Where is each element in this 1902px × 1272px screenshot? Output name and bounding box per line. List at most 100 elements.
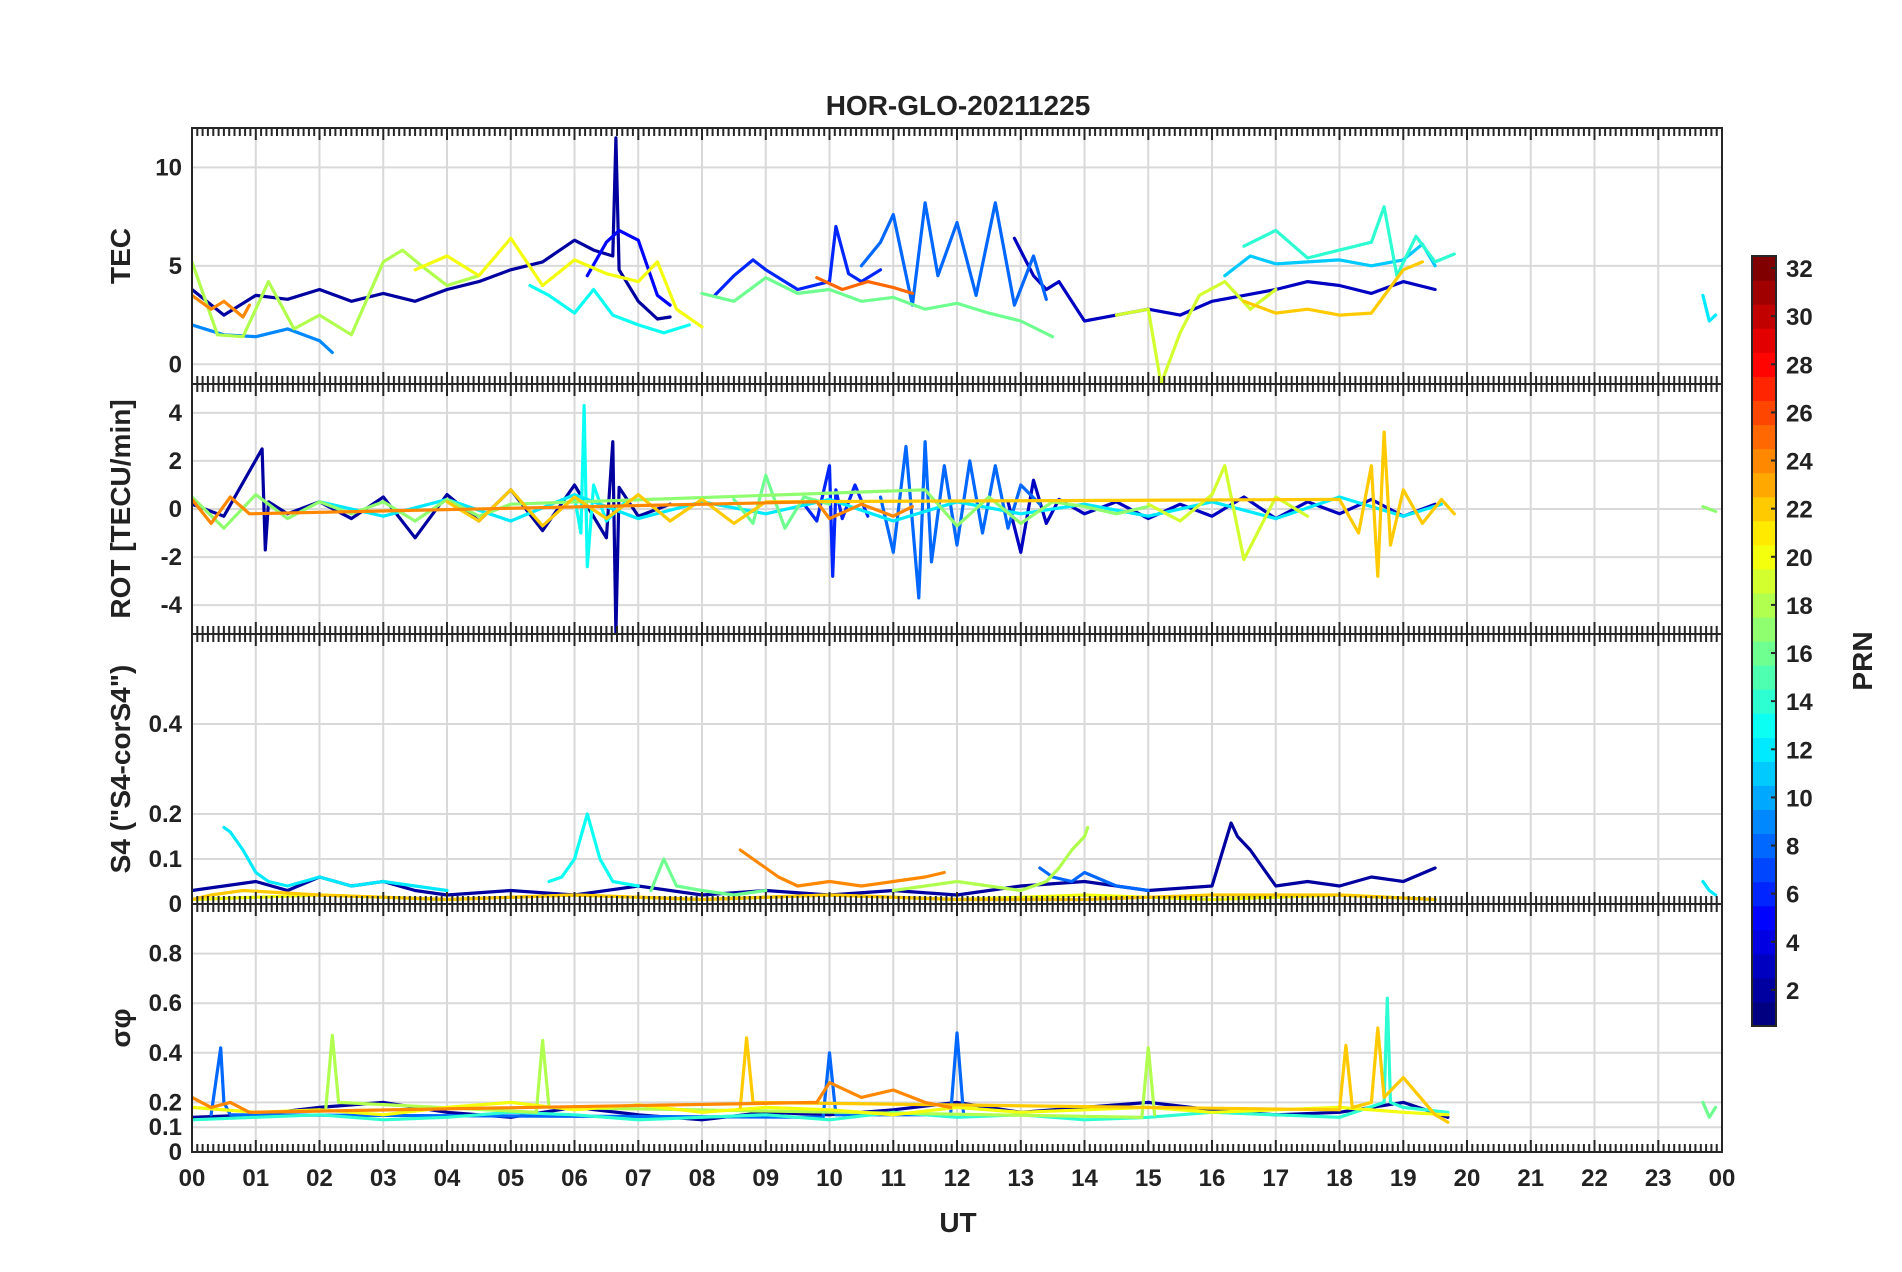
colorbar-swatch bbox=[1752, 616, 1776, 642]
x-tick-label: 06 bbox=[561, 1165, 588, 1192]
trace-prn-13 bbox=[572, 404, 628, 569]
trace-prn-16 bbox=[700, 276, 1055, 339]
trace-prn-19 bbox=[1146, 464, 1310, 562]
x-tick-label: 14 bbox=[1071, 1165, 1098, 1192]
y-tick-label: 10 bbox=[155, 154, 182, 181]
x-tick-label: 12 bbox=[944, 1165, 971, 1192]
x-tick-label: 16 bbox=[1199, 1165, 1226, 1192]
x-tick-label: 04 bbox=[434, 1165, 461, 1192]
colorbar-swatch bbox=[1752, 424, 1776, 450]
y-tick-label: 0 bbox=[169, 891, 182, 918]
trace-prn-6 bbox=[713, 224, 883, 297]
colorbar-tick-label: 22 bbox=[1786, 497, 1813, 524]
x-axis: 00 01 02 03 04 05 06 07 08 09 10 11 12 13 14 15 16 17 18 19… bbox=[179, 1165, 1736, 1192]
trace-prn-20 bbox=[192, 1100, 1450, 1117]
x-tick-label: 09 bbox=[752, 1165, 779, 1192]
x-tick-label: 21 bbox=[1517, 1165, 1544, 1192]
colorbar-swatch bbox=[1752, 520, 1776, 546]
colorbar-tick-label: 32 bbox=[1786, 256, 1813, 283]
x-tick-label: 08 bbox=[689, 1165, 716, 1192]
x-tick-label: 22 bbox=[1581, 1165, 1608, 1192]
trace-prn-11 bbox=[1223, 242, 1437, 278]
trace-prn-17 bbox=[1701, 505, 1718, 513]
colorbar-tick-label: 28 bbox=[1786, 352, 1813, 379]
y-tick-label: -4 bbox=[161, 592, 183, 619]
trace-prn-6 bbox=[802, 464, 870, 578]
y-tick-label: 4 bbox=[169, 400, 183, 427]
y-axis-label-tec: TEC bbox=[105, 228, 136, 284]
panel-rot: -4 -2 0 2 4 ROT [TECU/min] bbox=[105, 383, 1723, 635]
trace-prn-22 bbox=[1242, 260, 1425, 317]
colorbar-tick-label: 20 bbox=[1786, 545, 1813, 572]
y-tick-label: -2 bbox=[161, 544, 182, 571]
colorbar-label: PRN bbox=[1847, 631, 1878, 690]
colorbar-tick-label: 30 bbox=[1786, 304, 1813, 331]
x-tick-label: 02 bbox=[306, 1165, 333, 1192]
trace-prn-12 bbox=[1701, 293, 1718, 323]
x-tick-label: 18 bbox=[1326, 1165, 1353, 1192]
x-tick-label: 07 bbox=[625, 1165, 652, 1192]
trace-prn-24 bbox=[192, 495, 915, 526]
colorbar-tick-label: 12 bbox=[1786, 737, 1813, 764]
y-tick-label: 0.1 bbox=[149, 846, 182, 873]
y-tick-label: 0 bbox=[169, 1139, 182, 1166]
x-tick-label: 23 bbox=[1645, 1165, 1672, 1192]
x-tick-label: 01 bbox=[242, 1165, 269, 1192]
x-axis-label: UT bbox=[939, 1207, 976, 1238]
trace-prn-13 bbox=[547, 812, 640, 888]
minor-ticks bbox=[191, 634, 1723, 904]
panel-s4: 0 0.1 0.2 0.4 S4 ("S4-corS4") bbox=[105, 633, 1723, 918]
trace-prn-12 bbox=[222, 825, 449, 893]
colorbar-swatch bbox=[1752, 1001, 1776, 1027]
x-tick-label: 03 bbox=[370, 1165, 397, 1192]
trace-prn-22 bbox=[738, 1026, 1450, 1124]
y-axis-label-sigma: σφ bbox=[105, 1008, 136, 1047]
colorbar-swatch bbox=[1752, 809, 1776, 835]
trace-prn-2 bbox=[192, 136, 672, 321]
colorbar-swatch bbox=[1752, 328, 1776, 353]
colorbar-tick-label: 14 bbox=[1786, 689, 1813, 716]
x-tick-label: 19 bbox=[1390, 1165, 1417, 1192]
x-tick-label: 13 bbox=[1007, 1165, 1034, 1192]
panel-tec: 0 5 10 TEC bbox=[105, 127, 1723, 385]
y-tick-label: 0.4 bbox=[149, 1040, 183, 1067]
x-tick-label: 00 bbox=[179, 1165, 206, 1192]
colorbar-swatch bbox=[1752, 857, 1776, 883]
trace-prn-8 bbox=[878, 440, 1042, 600]
y-tick-label: 0.8 bbox=[149, 941, 182, 968]
trace-prn-19 bbox=[1114, 280, 1278, 384]
x-tick-label: 10 bbox=[816, 1165, 843, 1192]
y-tick-label: 0 bbox=[169, 351, 182, 378]
trace-prn-24 bbox=[192, 293, 251, 319]
x-tick-label: 15 bbox=[1135, 1165, 1162, 1192]
y-tick-label: 0.2 bbox=[149, 1089, 182, 1116]
colorbar-swatch bbox=[1752, 905, 1776, 931]
colorbar-swatch bbox=[1752, 713, 1776, 738]
colorbar-swatch bbox=[1752, 568, 1776, 594]
y-tick-label: 2 bbox=[169, 448, 182, 475]
x-tick-label: 20 bbox=[1454, 1165, 1481, 1192]
trace-prn-12 bbox=[317, 493, 1444, 523]
y-tick-label: 0 bbox=[169, 496, 182, 523]
colorbar-tick-label: 26 bbox=[1786, 400, 1813, 427]
trace-prn-25 bbox=[815, 276, 915, 295]
y-tick-label: 0.2 bbox=[149, 801, 182, 828]
trace-prn-20 bbox=[413, 236, 704, 329]
trace-prn-2 bbox=[192, 440, 672, 634]
colorbar-tick-label: 6 bbox=[1786, 882, 1799, 909]
colorbar-swatch bbox=[1752, 280, 1776, 305]
minor-ticks bbox=[191, 384, 1723, 634]
traces-s4 bbox=[192, 812, 1718, 902]
x-tick-label: 17 bbox=[1262, 1165, 1289, 1192]
colorbar-tick-label: 10 bbox=[1786, 785, 1813, 812]
trace-prn-18 bbox=[891, 825, 1090, 893]
chart-title: HOR-GLO-20211225 bbox=[826, 90, 1091, 121]
minor-ticks bbox=[191, 904, 1723, 1152]
colorbar-swatch bbox=[1752, 665, 1776, 690]
trace-prn-5 bbox=[585, 228, 672, 307]
colorbar-frame bbox=[1751, 255, 1777, 1027]
colorbar-swatch bbox=[1752, 472, 1776, 498]
y-tick-label: 0.1 bbox=[149, 1114, 182, 1141]
